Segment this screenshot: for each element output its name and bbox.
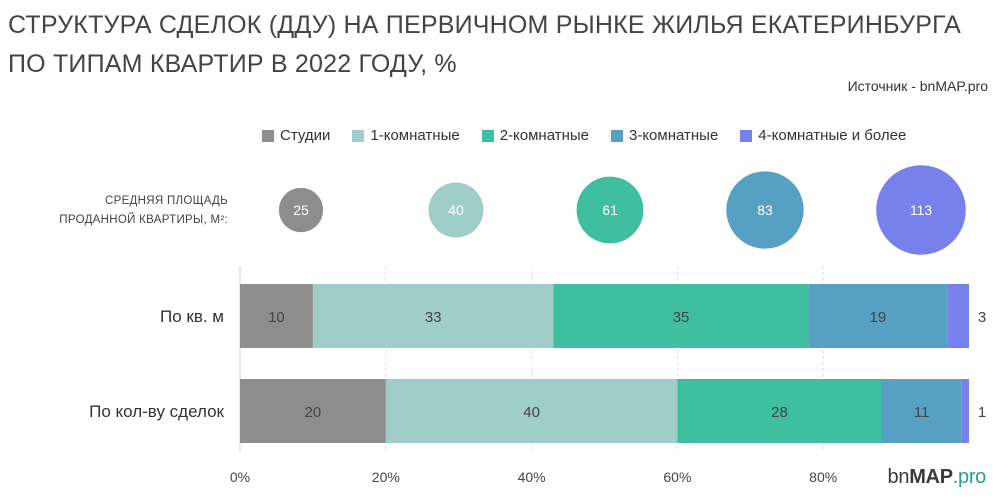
bar-value-label: 11: [914, 404, 930, 421]
x-tick-label: 20%: [372, 469, 400, 485]
bar-value-label: 40: [523, 404, 540, 421]
bar-value-label: 3: [978, 309, 986, 326]
legend-swatch: [352, 129, 365, 142]
chart-legend: Студии 1-комнатные 2-комнатные 3-комнатные 4…: [262, 127, 990, 144]
x-tick-label: 60%: [663, 469, 691, 485]
bar-segment: [312, 284, 554, 348]
bar-segment: [240, 284, 313, 348]
bar-value-label: 19: [870, 309, 887, 326]
bar-value-label: 28: [771, 404, 788, 421]
legend-label: 4-комнатные и более: [758, 127, 907, 144]
avg-area-bubble: [876, 165, 966, 255]
avg-area-value: 83: [757, 202, 773, 218]
bar-value-label: 10: [268, 309, 285, 326]
chart-title: СТРУКТУРА СДЕЛОК (ДДУ) НА ПЕРВИЧНОМ РЫНК…: [8, 11, 962, 78]
bar-segment: [808, 284, 948, 348]
source-note: Источник - bnMAP.pro: [847, 78, 988, 94]
legend-item-5: 4-комнатные и более: [740, 127, 906, 144]
bar-segment: [881, 379, 962, 443]
bar-segment: [553, 284, 809, 348]
avg-area-value: 25: [293, 202, 309, 218]
legend-item-2: 1-комнатные: [352, 127, 460, 144]
avg-area-bubble: [278, 187, 324, 233]
bar-value-label: 33: [425, 309, 442, 326]
logo-pro: .pro: [952, 466, 987, 488]
bar-segment: [961, 379, 969, 443]
bar-value-label: 1: [978, 404, 986, 421]
category-label: По кв. м: [160, 307, 224, 326]
legend-swatch: [610, 129, 623, 142]
bar-segment: [385, 379, 678, 443]
bar-segment: [677, 379, 882, 443]
legend-label: 3-комнатные: [628, 127, 719, 144]
avg-area-bubble: [428, 182, 484, 238]
avg-area-bubble: [726, 171, 804, 249]
avg-area-value: 40: [448, 202, 464, 218]
bar-value-label: 20: [305, 404, 322, 421]
bar-segment: [240, 379, 386, 443]
bnmap-logo: bnMAP.pro: [887, 466, 987, 489]
legend-item-1: Студии: [262, 127, 330, 144]
logo-bn: bn: [887, 466, 910, 488]
legend-label: 2-комнатные: [499, 127, 589, 144]
legend-swatch: [262, 129, 274, 142]
logo-map: MAP: [909, 466, 953, 488]
bar-segment: [947, 284, 969, 348]
x-tick-label: 40%: [518, 469, 546, 485]
legend-item-3: 2-комнатные: [481, 127, 589, 144]
legend-swatch: [481, 129, 494, 142]
category-label: По кол-ву сделок: [89, 402, 224, 421]
avg-area-label: Средняя площадь проданной квартиры, м²:: [59, 195, 228, 226]
x-tick-label: 80%: [809, 469, 837, 485]
avg-area-value: 61: [602, 202, 618, 218]
legend-label: Студии: [280, 127, 331, 144]
legend-swatch: [740, 129, 753, 142]
avg-area-value: 113: [910, 202, 933, 218]
legend-label: 1-комнатные: [370, 127, 460, 144]
avg-area-bubble: [576, 176, 644, 244]
bar-value-label: 35: [673, 309, 690, 326]
x-tick-label: 0%: [230, 469, 250, 485]
legend-item-4: 3-комнатные: [610, 127, 719, 144]
